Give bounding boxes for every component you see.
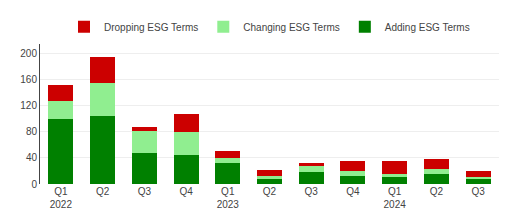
svg-text:200: 200: [20, 48, 37, 59]
svg-text:Adding ESG Terms: Adding ESG Terms: [385, 22, 470, 33]
svg-text:Q2: Q2: [96, 186, 110, 197]
svg-text:120: 120: [20, 100, 37, 111]
svg-text:40: 40: [26, 152, 38, 163]
svg-text:Changing ESG Terms: Changing ESG Terms: [243, 22, 340, 33]
svg-text:Q12022: Q12022: [50, 186, 73, 210]
svg-text:Q4: Q4: [346, 186, 360, 197]
svg-text:80: 80: [26, 126, 38, 137]
svg-text:Q12024: Q12024: [384, 186, 407, 210]
svg-text:Q3: Q3: [138, 186, 152, 197]
svg-text:Dropping ESG Terms: Dropping ESG Terms: [104, 22, 198, 33]
svg-text:Q12023: Q12023: [217, 186, 240, 210]
svg-text:Q4: Q4: [179, 186, 193, 197]
svg-text:Q2: Q2: [263, 186, 277, 197]
svg-text:160: 160: [20, 74, 37, 85]
svg-text:Q3: Q3: [305, 186, 319, 197]
svg-text:Q3: Q3: [471, 186, 485, 197]
svg-text:Q2: Q2: [430, 186, 444, 197]
svg-text:0: 0: [31, 179, 37, 190]
